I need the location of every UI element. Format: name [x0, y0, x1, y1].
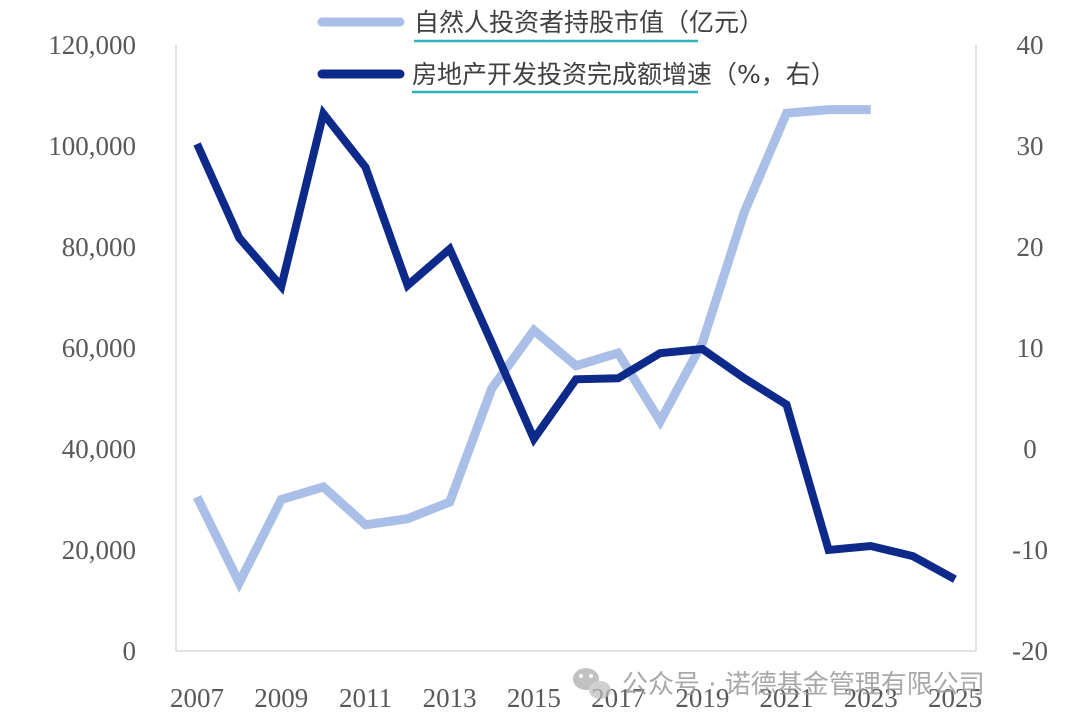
- x-tick-label: 2021: [760, 683, 814, 713]
- x-tick-label: 2011: [339, 683, 392, 713]
- right-tick-label: 20: [1017, 232, 1044, 262]
- x-tick-label: 2025: [928, 683, 982, 713]
- x-tick-label: 2013: [423, 683, 477, 713]
- x-tick-label: 2007: [170, 683, 224, 713]
- right-tick-label: 40: [1017, 30, 1044, 60]
- left-tick-label: 40,000: [62, 434, 136, 464]
- x-tick-label: 2023: [844, 683, 898, 713]
- left-tick-label: 20,000: [62, 535, 136, 565]
- axes: [175, 45, 977, 652]
- left-tick-label: 0: [123, 636, 137, 666]
- watermark: 公众号 · 诺德基金管理有限公司: [573, 668, 985, 700]
- left-axis-ticks: 0 20,000 40,000 60,000 80,000 100,000 120,000: [48, 30, 136, 666]
- right-tick-label: -20: [1012, 636, 1048, 666]
- legend-item-1: 房地产开发投资完成额增速（%，右）: [317, 60, 836, 94]
- x-tick-label: 2015: [507, 683, 561, 713]
- x-axis-ticks: 2007 2009 2011 2013 2015 2017 2019 2021 2023 2025: [170, 683, 982, 713]
- left-tick-label: 60,000: [62, 333, 136, 363]
- legend-item-0: 自然人投资者持股市值（亿元）: [317, 8, 764, 43]
- left-tick-label: 100,000: [48, 131, 136, 161]
- series-lines: [193, 104, 957, 593]
- right-tick-label: -10: [1012, 535, 1048, 565]
- x-tick-label: 2019: [675, 683, 729, 713]
- left-tick-label: 80,000: [62, 232, 136, 262]
- series-line-0: [193, 105, 871, 593]
- wechat-icon: [573, 668, 611, 699]
- right-tick-label: 0: [1023, 434, 1037, 464]
- legend: 自然人投资者持股市值（亿元） 房地产开发投资完成额增速（%，右）: [317, 8, 836, 94]
- legend-label: 自然人投资者持股市值（亿元）: [414, 8, 764, 37]
- right-tick-label: 10: [1017, 333, 1044, 363]
- legend-label: 房地产开发投资完成额增速（%，右）: [412, 60, 836, 89]
- x-tick-label: 2009: [254, 683, 308, 713]
- left-tick-label: 120,000: [48, 30, 136, 60]
- right-tick-label: 30: [1017, 131, 1044, 161]
- series-line-1: [193, 104, 957, 583]
- right-axis-ticks: -20 -10 0 10 20 30 40: [1012, 30, 1048, 666]
- watermark-text: 公众号 · 诺德基金管理有限公司: [622, 670, 985, 700]
